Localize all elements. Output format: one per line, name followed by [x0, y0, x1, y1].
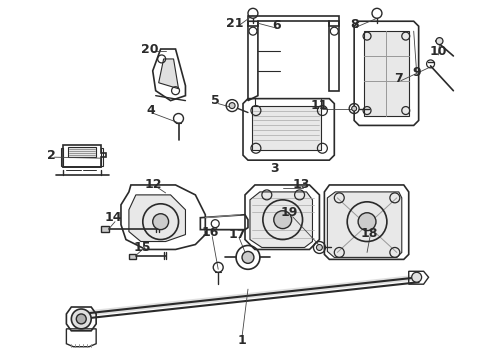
Circle shape	[274, 211, 292, 229]
Text: 2: 2	[47, 149, 56, 162]
Text: 9: 9	[413, 66, 421, 79]
Circle shape	[358, 213, 376, 231]
Text: 5: 5	[211, 94, 220, 107]
Circle shape	[412, 272, 421, 282]
Text: 14: 14	[104, 211, 122, 224]
Polygon shape	[250, 192, 313, 247]
Bar	[101, 226, 109, 231]
Circle shape	[352, 106, 357, 111]
Text: 10: 10	[430, 45, 447, 58]
Bar	[129, 255, 136, 260]
Text: 21: 21	[226, 17, 244, 30]
Text: 17: 17	[228, 228, 246, 241]
Polygon shape	[327, 192, 402, 257]
Text: 15: 15	[134, 241, 151, 254]
Text: 20: 20	[141, 42, 158, 55]
Text: 1: 1	[238, 334, 246, 347]
Circle shape	[229, 103, 235, 109]
Circle shape	[76, 314, 86, 324]
Text: 13: 13	[293, 179, 310, 192]
Polygon shape	[129, 195, 185, 242]
Text: 8: 8	[350, 18, 359, 31]
Text: 16: 16	[201, 226, 219, 239]
Text: 3: 3	[270, 162, 279, 175]
Polygon shape	[69, 147, 96, 157]
Text: 4: 4	[147, 104, 155, 117]
Bar	[252, 105, 321, 150]
Polygon shape	[159, 59, 178, 89]
Text: 6: 6	[272, 19, 281, 32]
Text: 12: 12	[145, 179, 163, 192]
Circle shape	[317, 244, 322, 251]
Text: 7: 7	[394, 72, 403, 85]
Text: 18: 18	[360, 227, 378, 240]
Circle shape	[242, 251, 254, 264]
Circle shape	[436, 37, 443, 45]
Text: 11: 11	[311, 99, 328, 112]
Polygon shape	[364, 31, 409, 116]
Text: 19: 19	[281, 206, 298, 219]
Circle shape	[72, 309, 91, 329]
Circle shape	[153, 214, 169, 230]
